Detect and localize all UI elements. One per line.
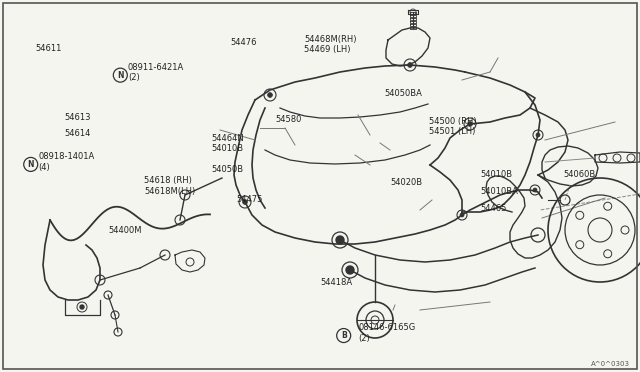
Text: 54580: 54580 bbox=[275, 115, 301, 124]
Text: A^0^0303: A^0^0303 bbox=[591, 361, 630, 367]
Circle shape bbox=[460, 213, 464, 217]
Circle shape bbox=[80, 305, 84, 309]
Text: 08918-1401A
(4): 08918-1401A (4) bbox=[38, 152, 95, 171]
Circle shape bbox=[536, 133, 540, 137]
Text: 54418A: 54418A bbox=[320, 278, 352, 287]
Text: 54614: 54614 bbox=[64, 129, 90, 138]
Text: 54464N
54010B: 54464N 54010B bbox=[211, 134, 244, 153]
Text: 54400M: 54400M bbox=[109, 226, 142, 235]
Circle shape bbox=[268, 93, 273, 97]
Text: 54468M(RH)
54469 (LH): 54468M(RH) 54469 (LH) bbox=[304, 35, 356, 54]
Text: 54010BA: 54010BA bbox=[480, 187, 518, 196]
Text: 08146-6165G
(2): 08146-6165G (2) bbox=[358, 323, 415, 343]
Text: 54618 (RH)
54618M(LH): 54618 (RH) 54618M(LH) bbox=[144, 176, 195, 196]
Text: 54500 (RH)
54501 (LH): 54500 (RH) 54501 (LH) bbox=[429, 117, 476, 136]
Text: 54475: 54475 bbox=[237, 195, 263, 203]
Circle shape bbox=[243, 200, 248, 204]
Text: N: N bbox=[28, 160, 34, 169]
Text: 08911-6421A
(2): 08911-6421A (2) bbox=[128, 63, 184, 82]
Text: 54050B: 54050B bbox=[211, 165, 243, 174]
Circle shape bbox=[346, 266, 354, 274]
Text: B: B bbox=[341, 331, 346, 340]
Text: 54465: 54465 bbox=[480, 204, 506, 213]
Text: N: N bbox=[117, 71, 124, 80]
Text: 54060B: 54060B bbox=[563, 170, 595, 179]
Circle shape bbox=[336, 236, 344, 244]
Circle shape bbox=[408, 62, 412, 67]
Text: 54476: 54476 bbox=[230, 38, 257, 47]
Circle shape bbox=[533, 188, 537, 192]
Text: 54611: 54611 bbox=[35, 44, 61, 53]
Text: 54020B: 54020B bbox=[390, 178, 422, 187]
Text: 54050BA: 54050BA bbox=[384, 89, 422, 97]
Text: 54010B: 54010B bbox=[480, 170, 512, 179]
Circle shape bbox=[468, 122, 472, 126]
Text: 54613: 54613 bbox=[64, 113, 90, 122]
